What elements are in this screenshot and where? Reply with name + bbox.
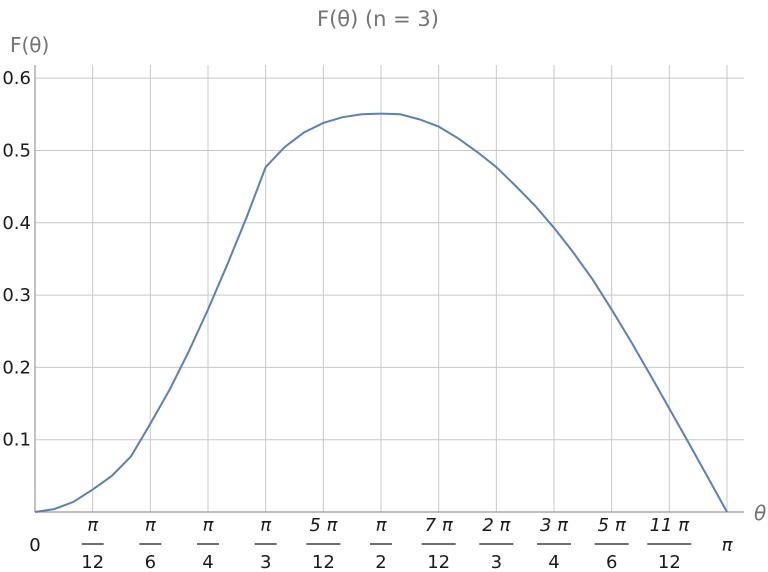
x-tick-numerator: π bbox=[87, 515, 99, 536]
x-tick-denominator: 4 bbox=[202, 552, 213, 572]
x-tick-fraction: π3 bbox=[254, 515, 277, 572]
x-tick-label: 0 bbox=[29, 535, 40, 556]
x-tick-numerator: 2 π bbox=[482, 515, 511, 536]
x-tick-fraction: 5 π 6 bbox=[594, 515, 629, 572]
x-tick-numerator: π bbox=[203, 515, 215, 536]
x-tick-denominator: 12 bbox=[312, 552, 335, 572]
y-axis-label: F(θ) bbox=[10, 33, 49, 57]
x-tick-fraction: 5 π 12 bbox=[306, 515, 341, 572]
grid-layer bbox=[35, 65, 744, 512]
x-tick-numerator: 5 π bbox=[598, 515, 627, 536]
x-tick-fraction: 3 π 4 bbox=[537, 515, 572, 572]
x-tick-fraction: 7 π 12 bbox=[421, 515, 456, 572]
x-tick-denominator: 4 bbox=[548, 552, 559, 572]
x-tick-denominator: 6 bbox=[145, 552, 156, 572]
y-tick-label: 0.1 bbox=[2, 430, 31, 451]
x-tick-numerator: 11 π bbox=[650, 515, 691, 536]
series-layer bbox=[34, 112, 728, 513]
series-line bbox=[34, 112, 728, 513]
y-tick-label: 0.2 bbox=[2, 357, 31, 378]
x-tick-numerator: π bbox=[145, 515, 157, 536]
x-tick-label: π bbox=[722, 535, 734, 556]
x-tick-numerator: π bbox=[260, 515, 272, 536]
y-tick-label: 0.6 bbox=[2, 68, 31, 89]
y-tick-label: 0.3 bbox=[2, 285, 31, 306]
x-tick-numerator: 7 π bbox=[425, 515, 454, 536]
x-tick-denominator: 12 bbox=[658, 552, 681, 572]
x-tick-denominator: 6 bbox=[606, 552, 617, 572]
x-tick-fraction: π 12 bbox=[81, 515, 104, 572]
axis-layer bbox=[34, 65, 744, 513]
x-tick-denominator: 3 bbox=[491, 552, 502, 572]
x-tick-numerator: 3 π bbox=[540, 515, 569, 536]
x-tick-denominator: 12 bbox=[81, 552, 104, 572]
x-tick-denominator: 12 bbox=[427, 552, 450, 572]
x-tick-fraction: π6 bbox=[139, 515, 162, 572]
x-tick-denominator: 2 bbox=[375, 552, 386, 572]
x-axis-label: θ bbox=[754, 501, 766, 525]
y-tick-label: 0.4 bbox=[2, 213, 31, 234]
x-tick-fraction: π4 bbox=[197, 515, 220, 572]
x-tick-denominator: 3 bbox=[260, 552, 271, 572]
x-tick-numerator: π bbox=[376, 515, 388, 536]
x-tick-fraction: 11 π 12 bbox=[647, 515, 692, 572]
x-tick-numerator: 5 π bbox=[309, 515, 338, 536]
x-tick-fraction: π2 bbox=[370, 515, 393, 572]
y-tick-label: 0.5 bbox=[2, 140, 31, 161]
x-tick-fraction: 2 π 3 bbox=[479, 515, 514, 572]
chart-title: F(θ) (n = 3) bbox=[317, 7, 439, 31]
